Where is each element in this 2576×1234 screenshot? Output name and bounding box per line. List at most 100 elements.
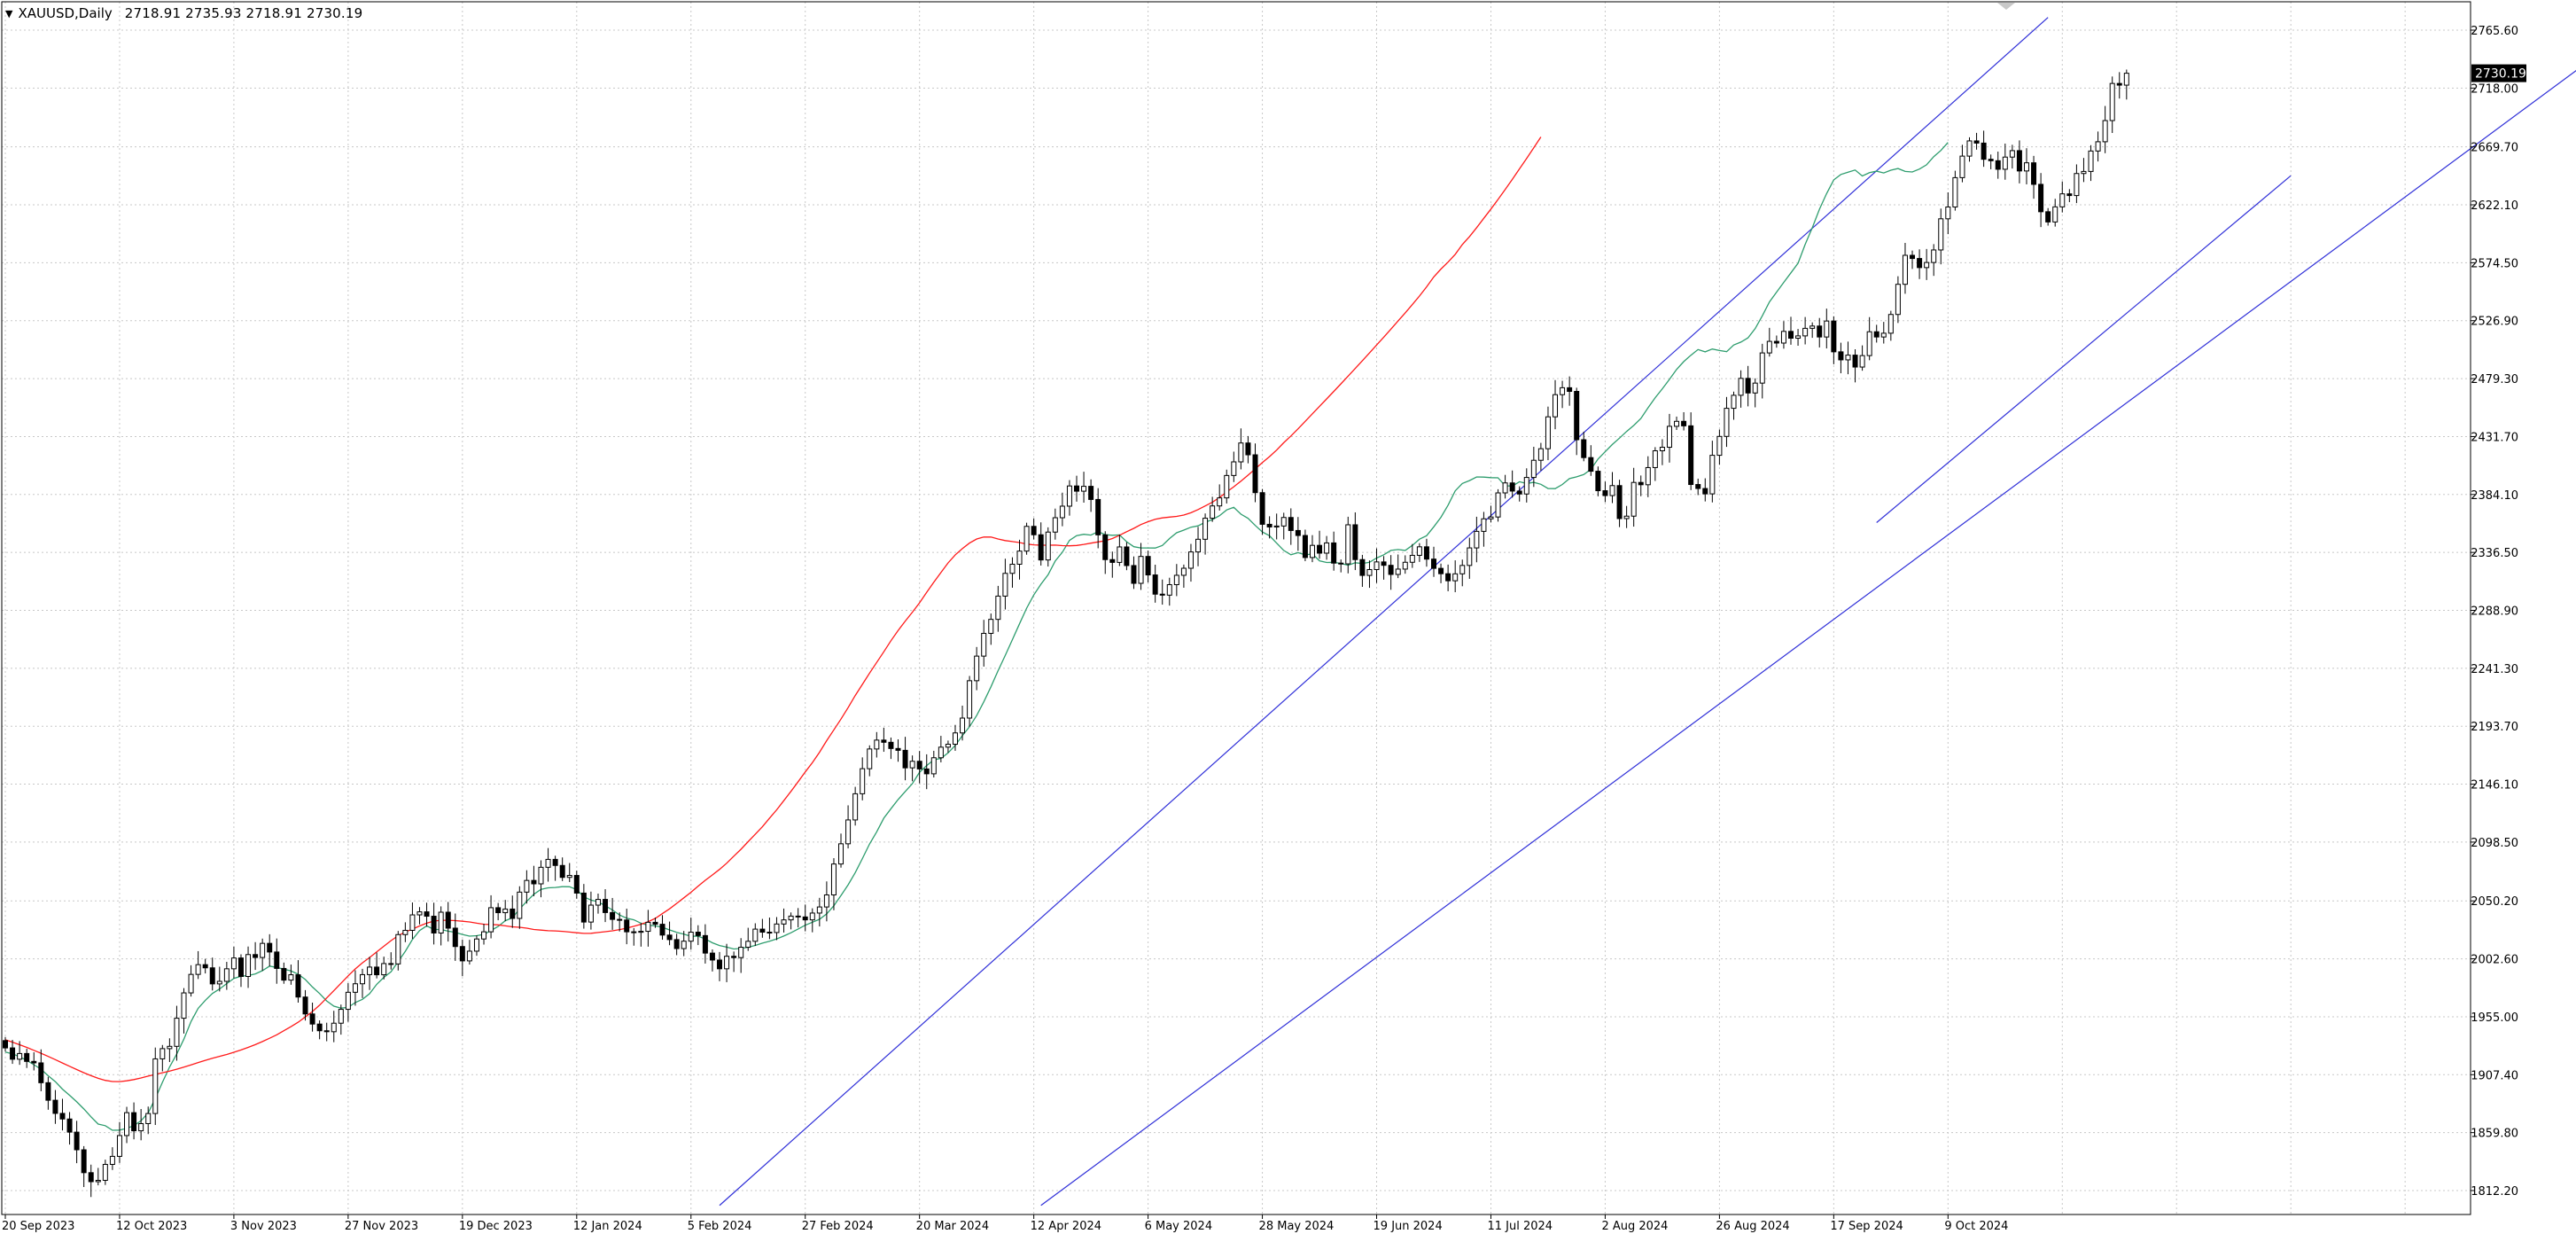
candle[interactable] [1352, 512, 1358, 571]
candle[interactable] [702, 924, 708, 964]
candle[interactable] [1016, 539, 1023, 580]
candle[interactable] [402, 922, 409, 942]
candle[interactable] [1945, 192, 1951, 235]
candle[interactable] [1217, 484, 1223, 511]
candle[interactable] [66, 1112, 73, 1145]
candle[interactable] [1402, 555, 1408, 574]
candle[interactable] [945, 740, 951, 754]
candle[interactable] [1338, 559, 1344, 573]
candle[interactable] [1745, 365, 1751, 407]
candle[interactable] [752, 923, 759, 947]
candle[interactable] [2074, 164, 2080, 204]
y-axis[interactable]: 2765.60 2718.00 2669.70 2622.10 2574.50 2526.… [2471, 25, 2518, 1199]
candle[interactable] [230, 946, 237, 979]
trendline[interactable] [1040, 18, 2576, 1207]
candle[interactable] [1595, 466, 1601, 496]
candle[interactable] [1374, 548, 1380, 583]
candle[interactable] [1445, 564, 1451, 591]
candle[interactable] [788, 912, 794, 930]
candle[interactable] [445, 902, 451, 942]
candle[interactable] [1331, 531, 1337, 571]
candle[interactable] [274, 938, 280, 984]
candle[interactable] [409, 902, 416, 940]
candle[interactable] [167, 1038, 173, 1063]
candle[interactable] [1059, 492, 1065, 527]
candle[interactable] [1674, 416, 1680, 431]
candle[interactable] [1609, 472, 1615, 504]
candle[interactable] [1738, 370, 1744, 408]
candle[interactable] [88, 1164, 94, 1198]
candle[interactable] [1973, 132, 1980, 150]
candle[interactable] [1166, 577, 1172, 606]
candle[interactable] [1645, 456, 1651, 497]
candle[interactable] [967, 676, 973, 727]
candle[interactable] [717, 951, 722, 981]
candle[interactable] [1074, 475, 1079, 502]
candle[interactable] [10, 1040, 16, 1065]
candle[interactable] [152, 1047, 159, 1125]
candle[interactable] [195, 950, 201, 980]
candle[interactable] [1873, 324, 1879, 343]
candle[interactable] [216, 966, 222, 992]
trendline[interactable] [719, 17, 2049, 1207]
candle[interactable] [1459, 559, 1466, 587]
candle[interactable] [867, 745, 873, 777]
candle[interactable] [1431, 546, 1436, 577]
candle[interactable] [481, 924, 487, 945]
candle[interactable] [1474, 516, 1480, 563]
candle[interactable] [1567, 376, 1573, 406]
candle[interactable] [1423, 538, 1429, 567]
candle[interactable] [1924, 248, 1930, 280]
candle[interactable] [738, 938, 744, 973]
candle[interactable] [473, 935, 479, 957]
candle[interactable] [1995, 152, 2001, 179]
candle[interactable] [1523, 468, 1529, 503]
candle[interactable] [1416, 543, 1422, 562]
candle[interactable] [1381, 556, 1387, 580]
candle[interactable] [1452, 560, 1459, 593]
dropdown-triangle-icon[interactable]: ▼ [5, 7, 13, 20]
candle[interactable] [131, 1102, 137, 1140]
candle[interactable] [1917, 249, 1923, 279]
candle[interactable] [1395, 554, 1401, 579]
candle[interactable] [767, 918, 773, 940]
candle[interactable] [1138, 543, 1144, 590]
candle[interactable] [1388, 555, 1394, 590]
candle[interactable] [1817, 317, 1823, 348]
candle[interactable] [1509, 470, 1515, 498]
candle[interactable] [1766, 327, 1772, 357]
candle[interactable] [109, 1147, 115, 1170]
candle[interactable] [895, 739, 901, 762]
candle[interactable] [302, 989, 308, 1021]
candle[interactable] [1495, 488, 1501, 522]
candle[interactable] [345, 983, 351, 1022]
candle[interactable] [517, 886, 523, 929]
candle[interactable] [1259, 488, 1265, 535]
candle[interactable] [1023, 522, 1030, 555]
candle[interactable] [1581, 431, 1587, 462]
candle[interactable] [960, 706, 966, 741]
candle[interactable] [510, 895, 516, 928]
candle[interactable] [1630, 467, 1637, 527]
candle[interactable] [566, 863, 572, 882]
candle[interactable] [138, 1109, 144, 1141]
candle[interactable] [1966, 137, 1973, 162]
candle[interactable] [1052, 508, 1058, 540]
candle[interactable] [1366, 560, 1373, 589]
candle[interactable] [416, 907, 423, 925]
candle[interactable] [1102, 531, 1109, 574]
candle[interactable] [1880, 322, 1887, 344]
candle[interactable] [202, 958, 208, 974]
candle[interactable] [2045, 207, 2051, 226]
candle[interactable] [1009, 557, 1016, 588]
candle[interactable] [102, 1160, 108, 1185]
candle[interactable] [559, 857, 565, 881]
candle[interactable] [1180, 564, 1187, 588]
candle[interactable] [1574, 387, 1580, 456]
candle[interactable] [395, 931, 401, 971]
candle[interactable] [1623, 505, 1630, 528]
candle[interactable] [881, 727, 887, 753]
trendline[interactable] [1876, 175, 2292, 523]
candle[interactable] [1659, 439, 1665, 465]
